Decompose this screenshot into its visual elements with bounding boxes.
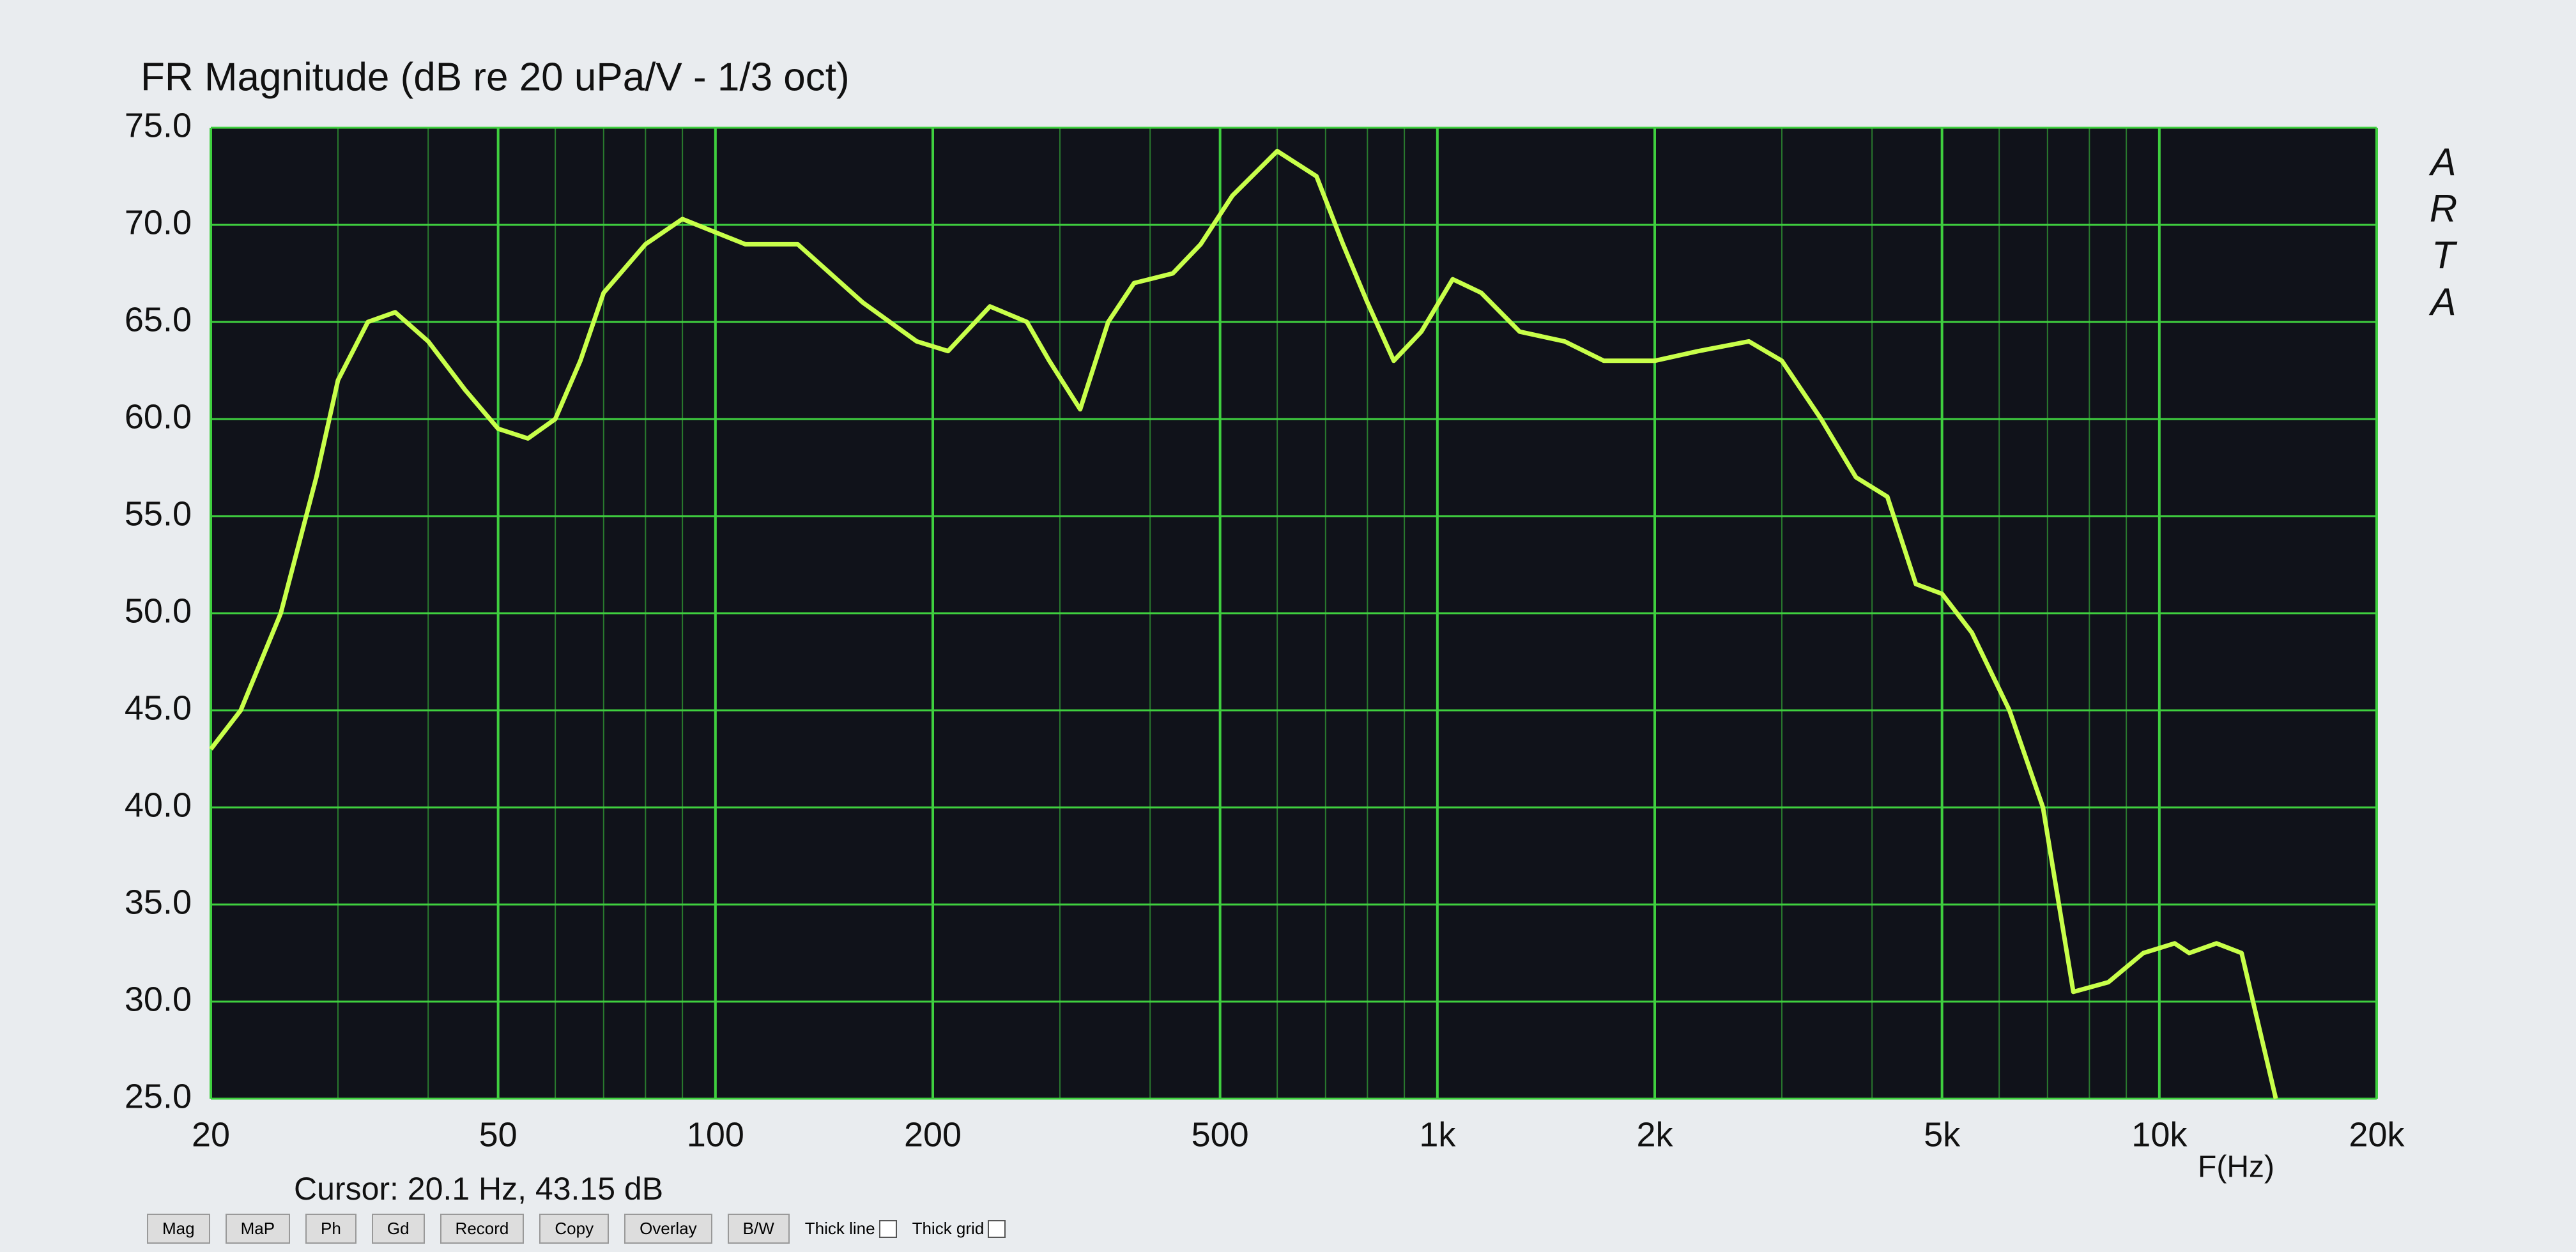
fr-curve — [209, 149, 2278, 1099]
toolbar-button[interactable]: Gd — [371, 1214, 425, 1244]
toolbar-button[interactable]: Record — [440, 1214, 525, 1244]
x-tick-label: 200 — [904, 1115, 962, 1154]
y-tick-label: 40.0 — [125, 786, 192, 824]
cursor-readout: Cursor: 20.1 Hz, 43.15 dB — [294, 1171, 663, 1207]
y-tick-label: 60.0 — [125, 397, 192, 436]
x-tick-label: 500 — [1192, 1115, 1249, 1154]
x-tick-label: 5k — [1924, 1115, 1961, 1154]
toolbar-button-label: Copy — [555, 1219, 594, 1238]
toolbar-button[interactable]: B/W — [727, 1214, 790, 1244]
toolbar-checkbox[interactable]: Thick grid — [912, 1219, 1006, 1239]
toolbar-button-label: B/W — [742, 1219, 774, 1238]
y-tick-label: 75.0 — [125, 106, 192, 144]
x-tick-label: 50 — [479, 1115, 518, 1154]
toolbar-button-label: MaP — [240, 1219, 275, 1238]
toolbar: Mag MaP Ph Gd Record Copy Overlay B/W Thick line… — [147, 1214, 1006, 1244]
checkbox[interactable] — [988, 1219, 1006, 1238]
x-tick-label: 10k — [2131, 1115, 2188, 1154]
x-tick-label: 1k — [1419, 1115, 1456, 1154]
y-tick-label: 65.0 — [125, 300, 192, 339]
x-tick-label: 2k — [1636, 1115, 1673, 1154]
toolbar-button-label: Ph — [321, 1219, 341, 1238]
y-tick-label: 35.0 — [125, 883, 192, 921]
y-tick-label: 55.0 — [125, 494, 192, 533]
side-label: ARTA — [2422, 141, 2465, 327]
y-tick-label: 25.0 — [125, 1077, 192, 1115]
toolbar-button[interactable]: MaP — [225, 1214, 291, 1244]
toolbar-button-label: Record — [455, 1219, 509, 1238]
toolbar-button[interactable]: Ph — [305, 1214, 356, 1244]
toolbar-button[interactable]: Copy — [539, 1214, 610, 1244]
toolbar-checkbox-label: Thick line — [804, 1219, 875, 1238]
x-axis-label: F(Hz) — [2198, 1150, 2274, 1184]
toolbar-button[interactable]: Mag — [147, 1214, 210, 1244]
toolbar-button-label: Gd — [387, 1219, 410, 1238]
toolbar-checkbox[interactable]: Thick line — [805, 1219, 897, 1239]
y-tick-label: 70.0 — [125, 203, 192, 241]
x-tick-label: 20k — [2349, 1115, 2405, 1154]
toolbar-checkbox-label: Thick grid — [912, 1219, 985, 1238]
toolbar-button-label: Mag — [162, 1219, 195, 1238]
x-tick-label: 20 — [192, 1115, 230, 1154]
toolbar-button-label: Overlay — [640, 1219, 697, 1238]
x-tick-label: 100 — [687, 1115, 744, 1154]
y-tick-label: 30.0 — [125, 980, 192, 1018]
y-tick-label: 50.0 — [125, 592, 192, 630]
checkbox[interactable] — [878, 1219, 897, 1238]
chart-title: FR Magnitude (dB re 20 uPa/V - 1/3 oct) — [141, 55, 850, 99]
y-tick-label: 45.0 — [125, 689, 192, 727]
toolbar-button[interactable]: Overlay — [624, 1214, 712, 1244]
